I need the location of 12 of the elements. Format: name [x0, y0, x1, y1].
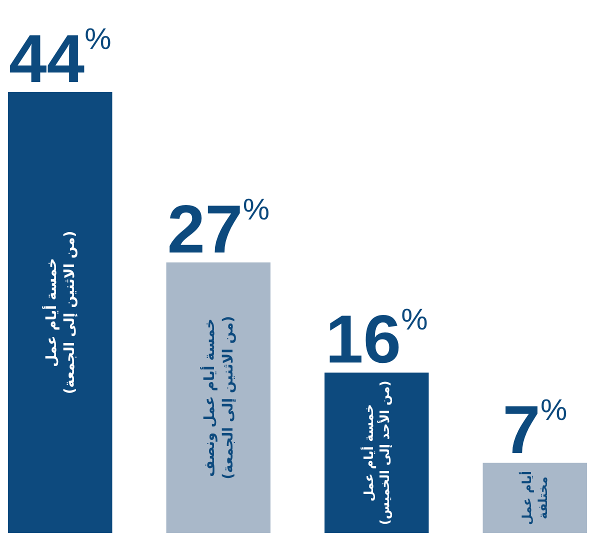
- x-tick-label: خمسة أيام عمل (من الأحد إلى الخميس): [360, 380, 394, 525]
- bar: [8, 92, 112, 533]
- x-tick-label: خمسة أيام عمل ونصف (من الاثنين إلى الجمعة): [200, 316, 236, 480]
- data-label: 7$^{%}$: [502, 392, 568, 468]
- bar: [482, 462, 587, 533]
- x-tick-label: خمسة أيام عمل (من الاثنين إلى الجمعة): [42, 230, 78, 394]
- x-tick-label: أيام عمل مختلفة: [518, 470, 550, 525]
- data-label: 27$^{%}$: [167, 191, 270, 268]
- data-label: 16$^{%}$: [325, 302, 428, 378]
- data-label: 44$^{%}$: [8, 21, 112, 97]
- bar: [166, 262, 270, 533]
- bar: [324, 372, 429, 533]
